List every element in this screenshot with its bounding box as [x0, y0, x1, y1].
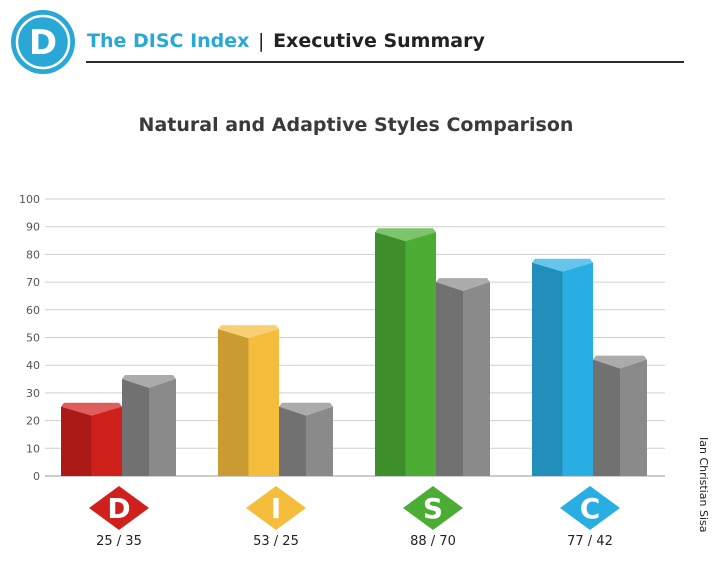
bar-natural-D [91, 406, 122, 476]
y-tick-label: 40 [26, 359, 40, 372]
y-tick-label: 20 [26, 415, 40, 428]
header-separator: | [258, 30, 265, 52]
category-label-I: I [271, 492, 281, 525]
y-tick-label: 70 [26, 276, 40, 289]
category-label-D: D [107, 492, 130, 525]
bar-adaptive-D [149, 379, 176, 476]
bar-natural-I-cap [218, 325, 279, 339]
y-tick-label: 30 [26, 387, 40, 400]
bar-natural-D-left-face [61, 406, 92, 476]
value-pair-label: 53 / 25 [253, 534, 299, 549]
bar-natural-I-left-face [218, 329, 249, 476]
bar-adaptive-I-cap [279, 402, 333, 416]
chart-title: Natural and Adaptive Styles Comparison [138, 114, 574, 136]
bar-adaptive-C [620, 359, 647, 476]
y-tick-label: 0 [33, 470, 40, 483]
bar-natural-D-cap [61, 402, 122, 416]
logo-letter: D [29, 23, 57, 63]
category-diamond-C [560, 486, 620, 530]
section-title: Executive Summary [273, 30, 485, 52]
bar-natural-C-left-face [532, 262, 563, 476]
header-divider [86, 61, 684, 63]
bar-adaptive-I-left-face [279, 406, 306, 476]
disc-logo: D [11, 10, 75, 74]
y-tick-label: 90 [26, 221, 40, 234]
bar-natural-I [248, 329, 279, 476]
y-tick-label: 50 [26, 332, 40, 345]
y-tick-label: 60 [26, 304, 40, 317]
bar-natural-S [405, 232, 436, 476]
category-diamond-D [89, 486, 149, 530]
bar-adaptive-D-left-face [122, 379, 149, 476]
y-tick-label: 100 [19, 193, 40, 206]
y-tick-label: 80 [26, 248, 40, 261]
author-credit: Ian Christian Sisa [697, 437, 710, 533]
category-diamond-S [403, 486, 463, 530]
brand-title: The DISC Index [87, 30, 250, 52]
value-pair-label: 77 / 42 [567, 534, 613, 549]
value-pair-label: 25 / 35 [96, 534, 142, 549]
bar-adaptive-C-cap [593, 355, 647, 369]
y-tick-label: 10 [26, 442, 40, 455]
bar-adaptive-S [463, 282, 490, 476]
bar-natural-C-cap [532, 258, 593, 272]
bar-adaptive-C-left-face [593, 359, 620, 476]
category-diamond-I [246, 486, 306, 530]
category-label-S: S [423, 492, 443, 525]
bar-adaptive-S-left-face [436, 282, 463, 476]
category-label-C: C [580, 492, 601, 525]
bar-adaptive-I [306, 406, 333, 476]
bar-natural-S-cap [375, 228, 436, 242]
bar-adaptive-S-cap [436, 278, 490, 292]
bar-natural-C [562, 262, 593, 476]
bar-natural-S-left-face [375, 232, 406, 476]
page-header: The DISC Index | Executive Summary [87, 30, 485, 52]
value-pair-label: 88 / 70 [410, 534, 456, 549]
bar-adaptive-D-cap [122, 375, 176, 389]
